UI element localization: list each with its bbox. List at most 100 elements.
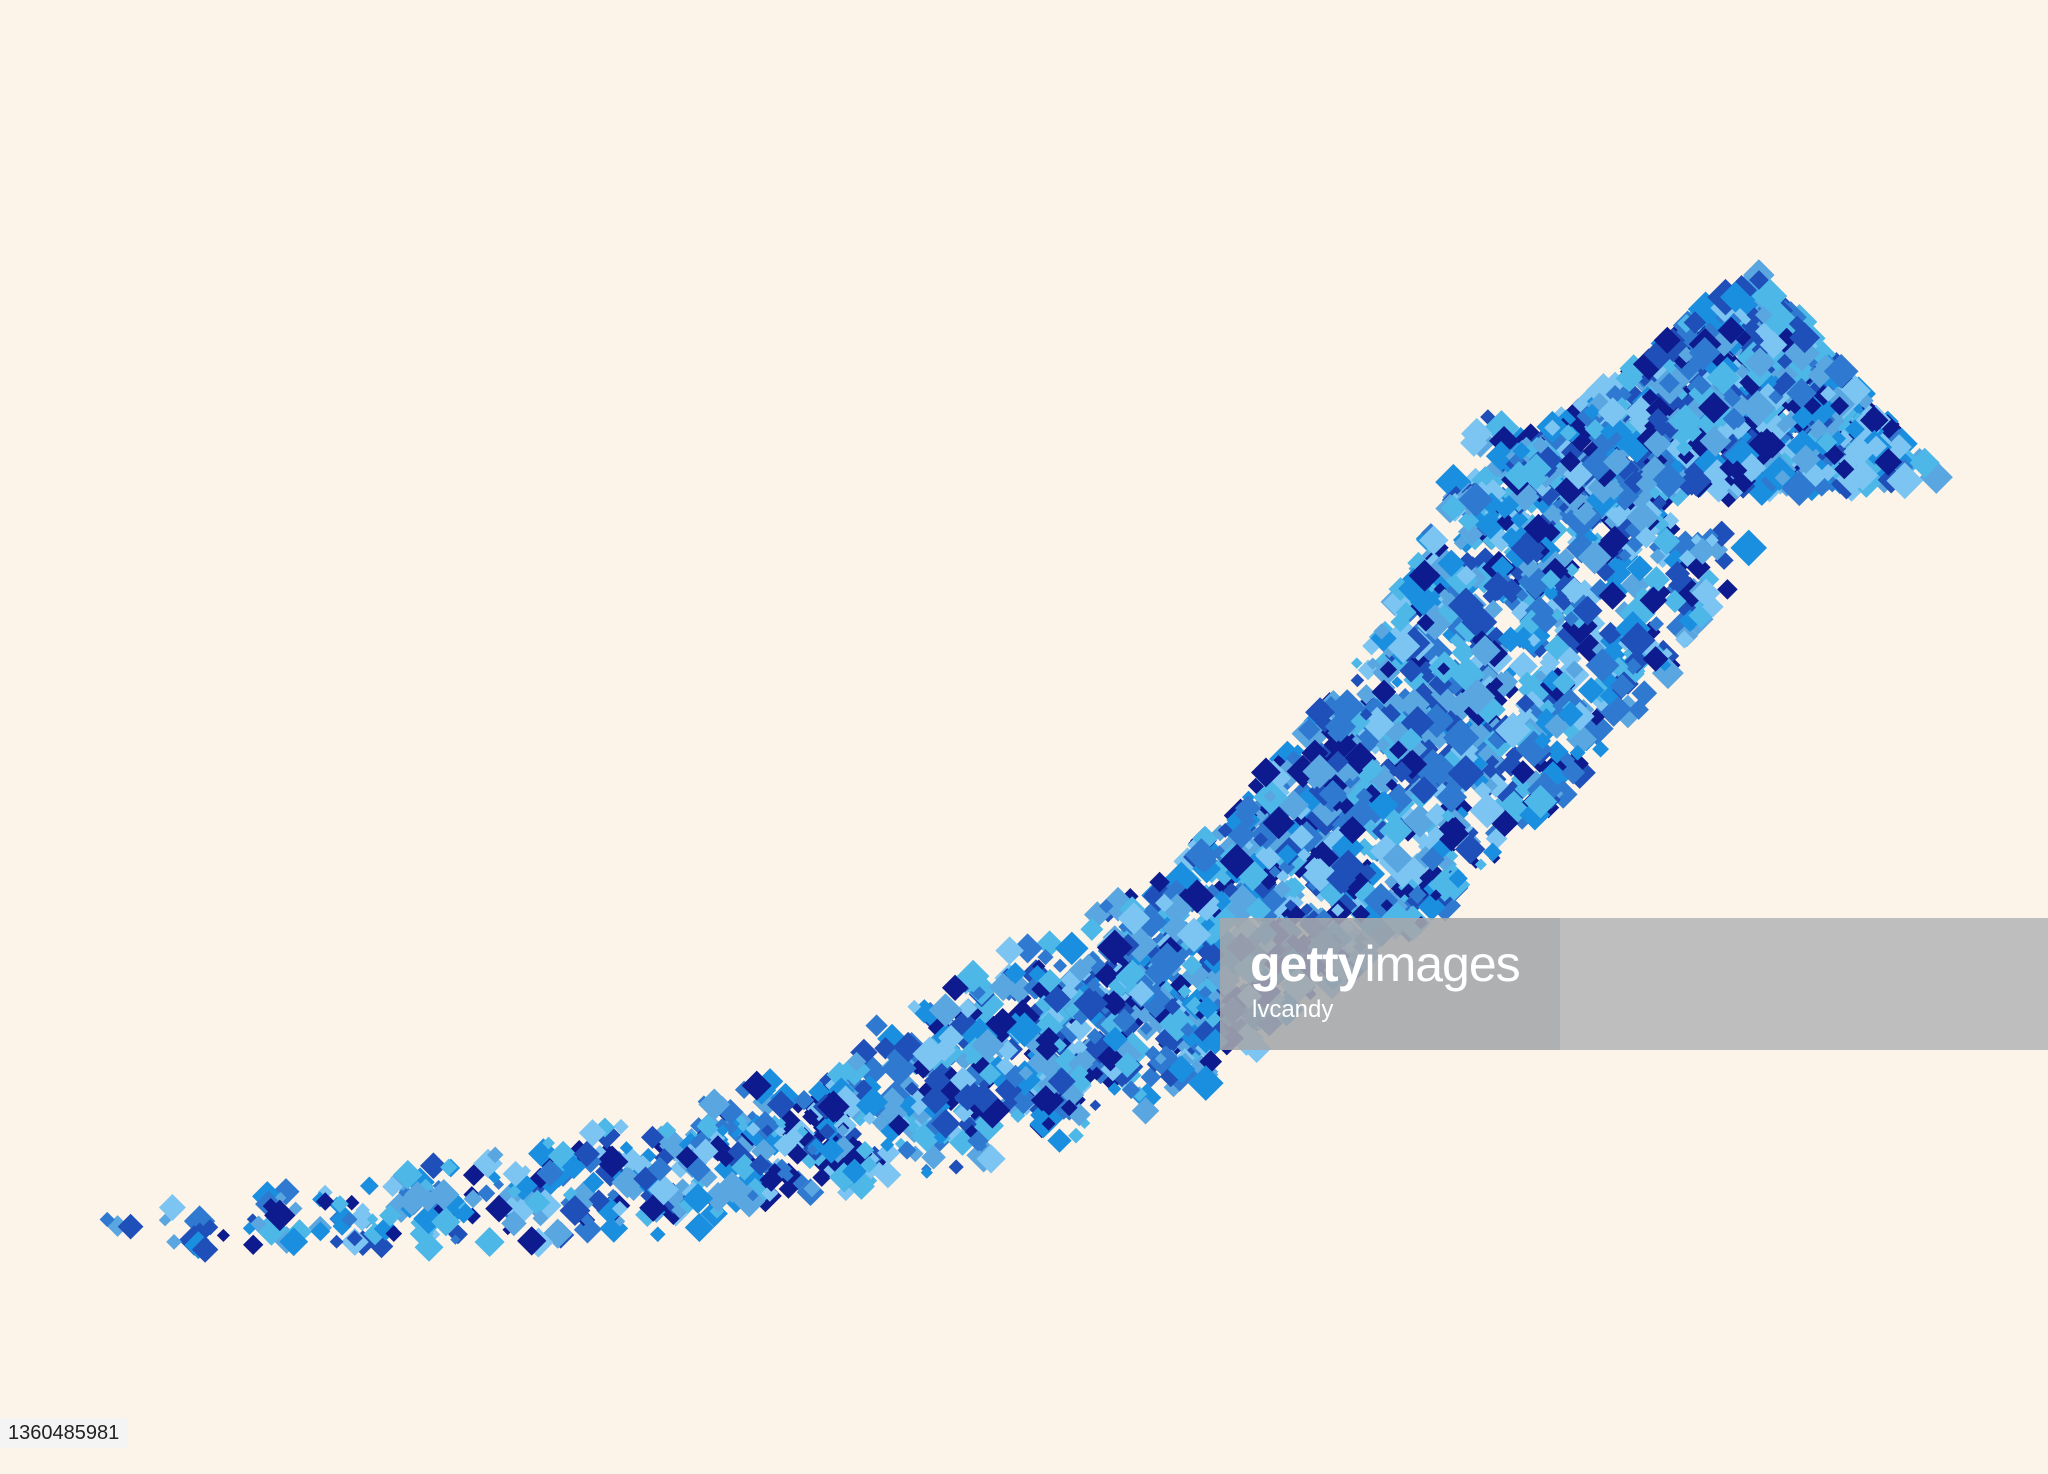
particle bbox=[907, 999, 922, 1014]
particle bbox=[649, 1226, 666, 1243]
particle bbox=[1615, 364, 1643, 393]
particle bbox=[1739, 390, 1776, 427]
particle bbox=[1820, 385, 1837, 402]
particle bbox=[956, 959, 990, 993]
particle bbox=[1635, 526, 1658, 549]
particle bbox=[1691, 578, 1721, 608]
particle bbox=[1585, 648, 1620, 683]
particle bbox=[1149, 942, 1186, 980]
particle bbox=[279, 1227, 309, 1257]
particle bbox=[716, 1124, 729, 1137]
particle bbox=[1297, 848, 1311, 862]
particle bbox=[341, 1211, 358, 1228]
particle bbox=[1776, 353, 1793, 370]
particle bbox=[1791, 405, 1815, 430]
particle bbox=[243, 1234, 264, 1255]
particle bbox=[1089, 1066, 1104, 1081]
particle bbox=[578, 1119, 607, 1147]
particle bbox=[517, 1226, 547, 1256]
particle bbox=[862, 1111, 877, 1126]
particle bbox=[1041, 1116, 1056, 1131]
particle bbox=[486, 1146, 504, 1164]
particle bbox=[1569, 744, 1586, 761]
particle bbox=[745, 1121, 761, 1137]
particle bbox=[1117, 902, 1151, 935]
particle bbox=[166, 1234, 182, 1250]
particle bbox=[1497, 626, 1524, 653]
particle bbox=[733, 1185, 766, 1218]
particle bbox=[1626, 555, 1653, 582]
particle bbox=[1380, 899, 1393, 912]
particle bbox=[1139, 1022, 1153, 1036]
particle bbox=[1177, 984, 1192, 999]
particle bbox=[1382, 843, 1413, 874]
particle bbox=[812, 1168, 832, 1187]
particle bbox=[1564, 562, 1580, 577]
particle bbox=[1786, 377, 1817, 409]
particle bbox=[428, 1179, 460, 1211]
particle bbox=[1791, 444, 1821, 475]
particle bbox=[1886, 462, 1924, 500]
particle bbox=[1140, 1066, 1162, 1088]
particle bbox=[1534, 732, 1552, 750]
particle bbox=[1437, 549, 1466, 578]
particle bbox=[647, 1156, 673, 1182]
particle bbox=[860, 1156, 878, 1174]
particle bbox=[607, 1188, 620, 1201]
particle bbox=[382, 1176, 403, 1198]
particle bbox=[1035, 1037, 1059, 1061]
particle bbox=[615, 1167, 645, 1197]
particle bbox=[440, 1158, 458, 1176]
particle bbox=[1253, 832, 1268, 847]
particle bbox=[1834, 459, 1855, 480]
particle bbox=[1746, 307, 1763, 324]
particle bbox=[1663, 589, 1687, 613]
particle bbox=[702, 1181, 734, 1213]
particle bbox=[698, 1088, 731, 1121]
particle bbox=[1198, 985, 1213, 1000]
particle bbox=[1376, 737, 1391, 752]
particle bbox=[1551, 609, 1564, 622]
particle bbox=[684, 1212, 715, 1243]
particle bbox=[1399, 727, 1423, 752]
particle bbox=[1447, 587, 1485, 624]
particle bbox=[1099, 898, 1114, 914]
particle bbox=[379, 1204, 402, 1227]
particle bbox=[741, 1070, 772, 1101]
particle bbox=[1819, 463, 1837, 482]
particle bbox=[1598, 621, 1623, 646]
watermark-contributor: lvcandy bbox=[1252, 996, 1334, 1023]
particle bbox=[774, 1125, 786, 1137]
particle bbox=[1417, 660, 1435, 678]
particle bbox=[1102, 1026, 1128, 1052]
particle bbox=[1453, 536, 1468, 551]
particle bbox=[1557, 701, 1584, 728]
particle bbox=[920, 1166, 933, 1179]
particle bbox=[1474, 781, 1492, 800]
particle bbox=[675, 1145, 699, 1169]
particle bbox=[1559, 451, 1581, 473]
watermark-box bbox=[1220, 918, 1560, 1050]
particle bbox=[536, 1159, 564, 1187]
particle bbox=[836, 1124, 850, 1137]
particle bbox=[775, 1117, 787, 1129]
particle bbox=[1398, 577, 1420, 600]
particle bbox=[1581, 447, 1615, 481]
particle bbox=[1541, 651, 1555, 665]
watermark-logo: gettyimages bbox=[1250, 936, 1521, 992]
particle bbox=[1722, 407, 1746, 431]
particle bbox=[1717, 316, 1745, 344]
particle bbox=[343, 1194, 360, 1211]
particle bbox=[818, 1137, 845, 1164]
particle bbox=[1012, 933, 1043, 964]
particle bbox=[1652, 527, 1681, 556]
watermark-brand-regular: images bbox=[1364, 936, 1520, 992]
particle bbox=[595, 1145, 629, 1178]
particle bbox=[1734, 364, 1750, 379]
particle bbox=[1705, 533, 1719, 547]
particle bbox=[1430, 889, 1442, 901]
particle bbox=[1326, 750, 1349, 773]
